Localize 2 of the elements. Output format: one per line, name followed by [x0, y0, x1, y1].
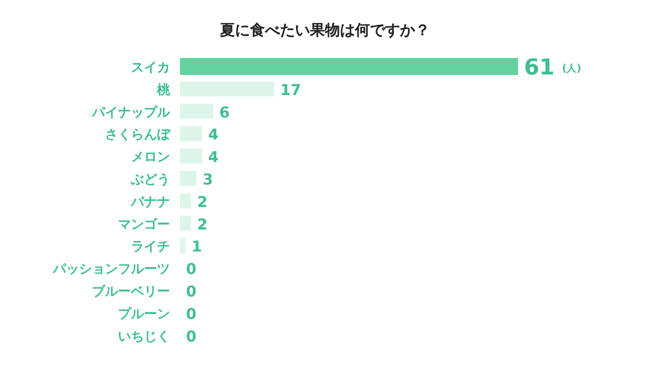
title: 夏に食べたい果物は何ですか？	[220, 21, 430, 39]
annotation: (人)	[562, 64, 582, 74]
